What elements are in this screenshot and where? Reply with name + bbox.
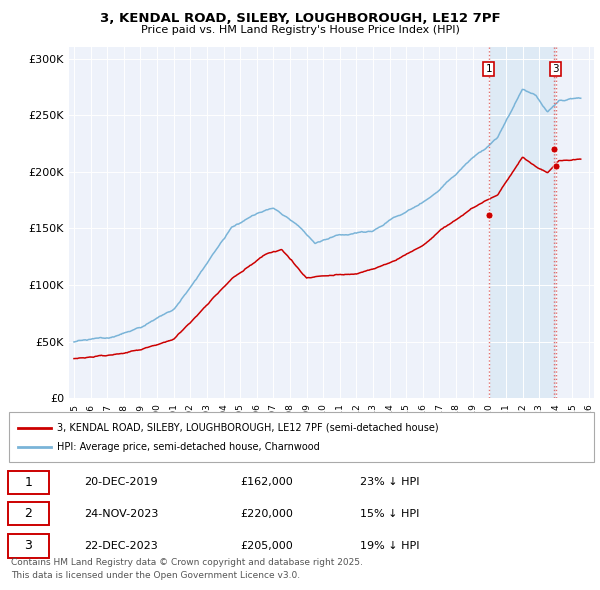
FancyBboxPatch shape (8, 471, 49, 494)
Text: 19% ↓ HPI: 19% ↓ HPI (360, 540, 419, 550)
Text: 24-NOV-2023: 24-NOV-2023 (84, 509, 158, 519)
Text: 22-DEC-2023: 22-DEC-2023 (84, 540, 158, 550)
Text: £162,000: £162,000 (240, 477, 293, 487)
FancyBboxPatch shape (8, 502, 49, 526)
Text: 3: 3 (24, 539, 32, 552)
Text: 23% ↓ HPI: 23% ↓ HPI (360, 477, 419, 487)
Text: 15% ↓ HPI: 15% ↓ HPI (360, 509, 419, 519)
Text: 1: 1 (24, 476, 32, 489)
Text: HPI: Average price, semi-detached house, Charnwood: HPI: Average price, semi-detached house,… (57, 442, 320, 453)
Text: Price paid vs. HM Land Registry's House Price Index (HPI): Price paid vs. HM Land Registry's House … (140, 25, 460, 35)
FancyBboxPatch shape (8, 534, 49, 558)
Text: £205,000: £205,000 (240, 540, 293, 550)
Text: 2: 2 (24, 507, 32, 520)
Text: 3: 3 (553, 64, 559, 74)
Text: 3, KENDAL ROAD, SILEBY, LOUGHBOROUGH, LE12 7PF (semi-detached house): 3, KENDAL ROAD, SILEBY, LOUGHBOROUGH, LE… (57, 422, 439, 432)
Bar (489, 47, 556, 398)
Text: 20-DEC-2019: 20-DEC-2019 (84, 477, 158, 487)
Text: 1: 1 (485, 64, 492, 74)
Text: £220,000: £220,000 (240, 509, 293, 519)
Text: 3, KENDAL ROAD, SILEBY, LOUGHBOROUGH, LE12 7PF: 3, KENDAL ROAD, SILEBY, LOUGHBOROUGH, LE… (100, 12, 500, 25)
Text: Contains HM Land Registry data © Crown copyright and database right 2025.
This d: Contains HM Land Registry data © Crown c… (11, 558, 362, 579)
FancyBboxPatch shape (9, 412, 594, 461)
